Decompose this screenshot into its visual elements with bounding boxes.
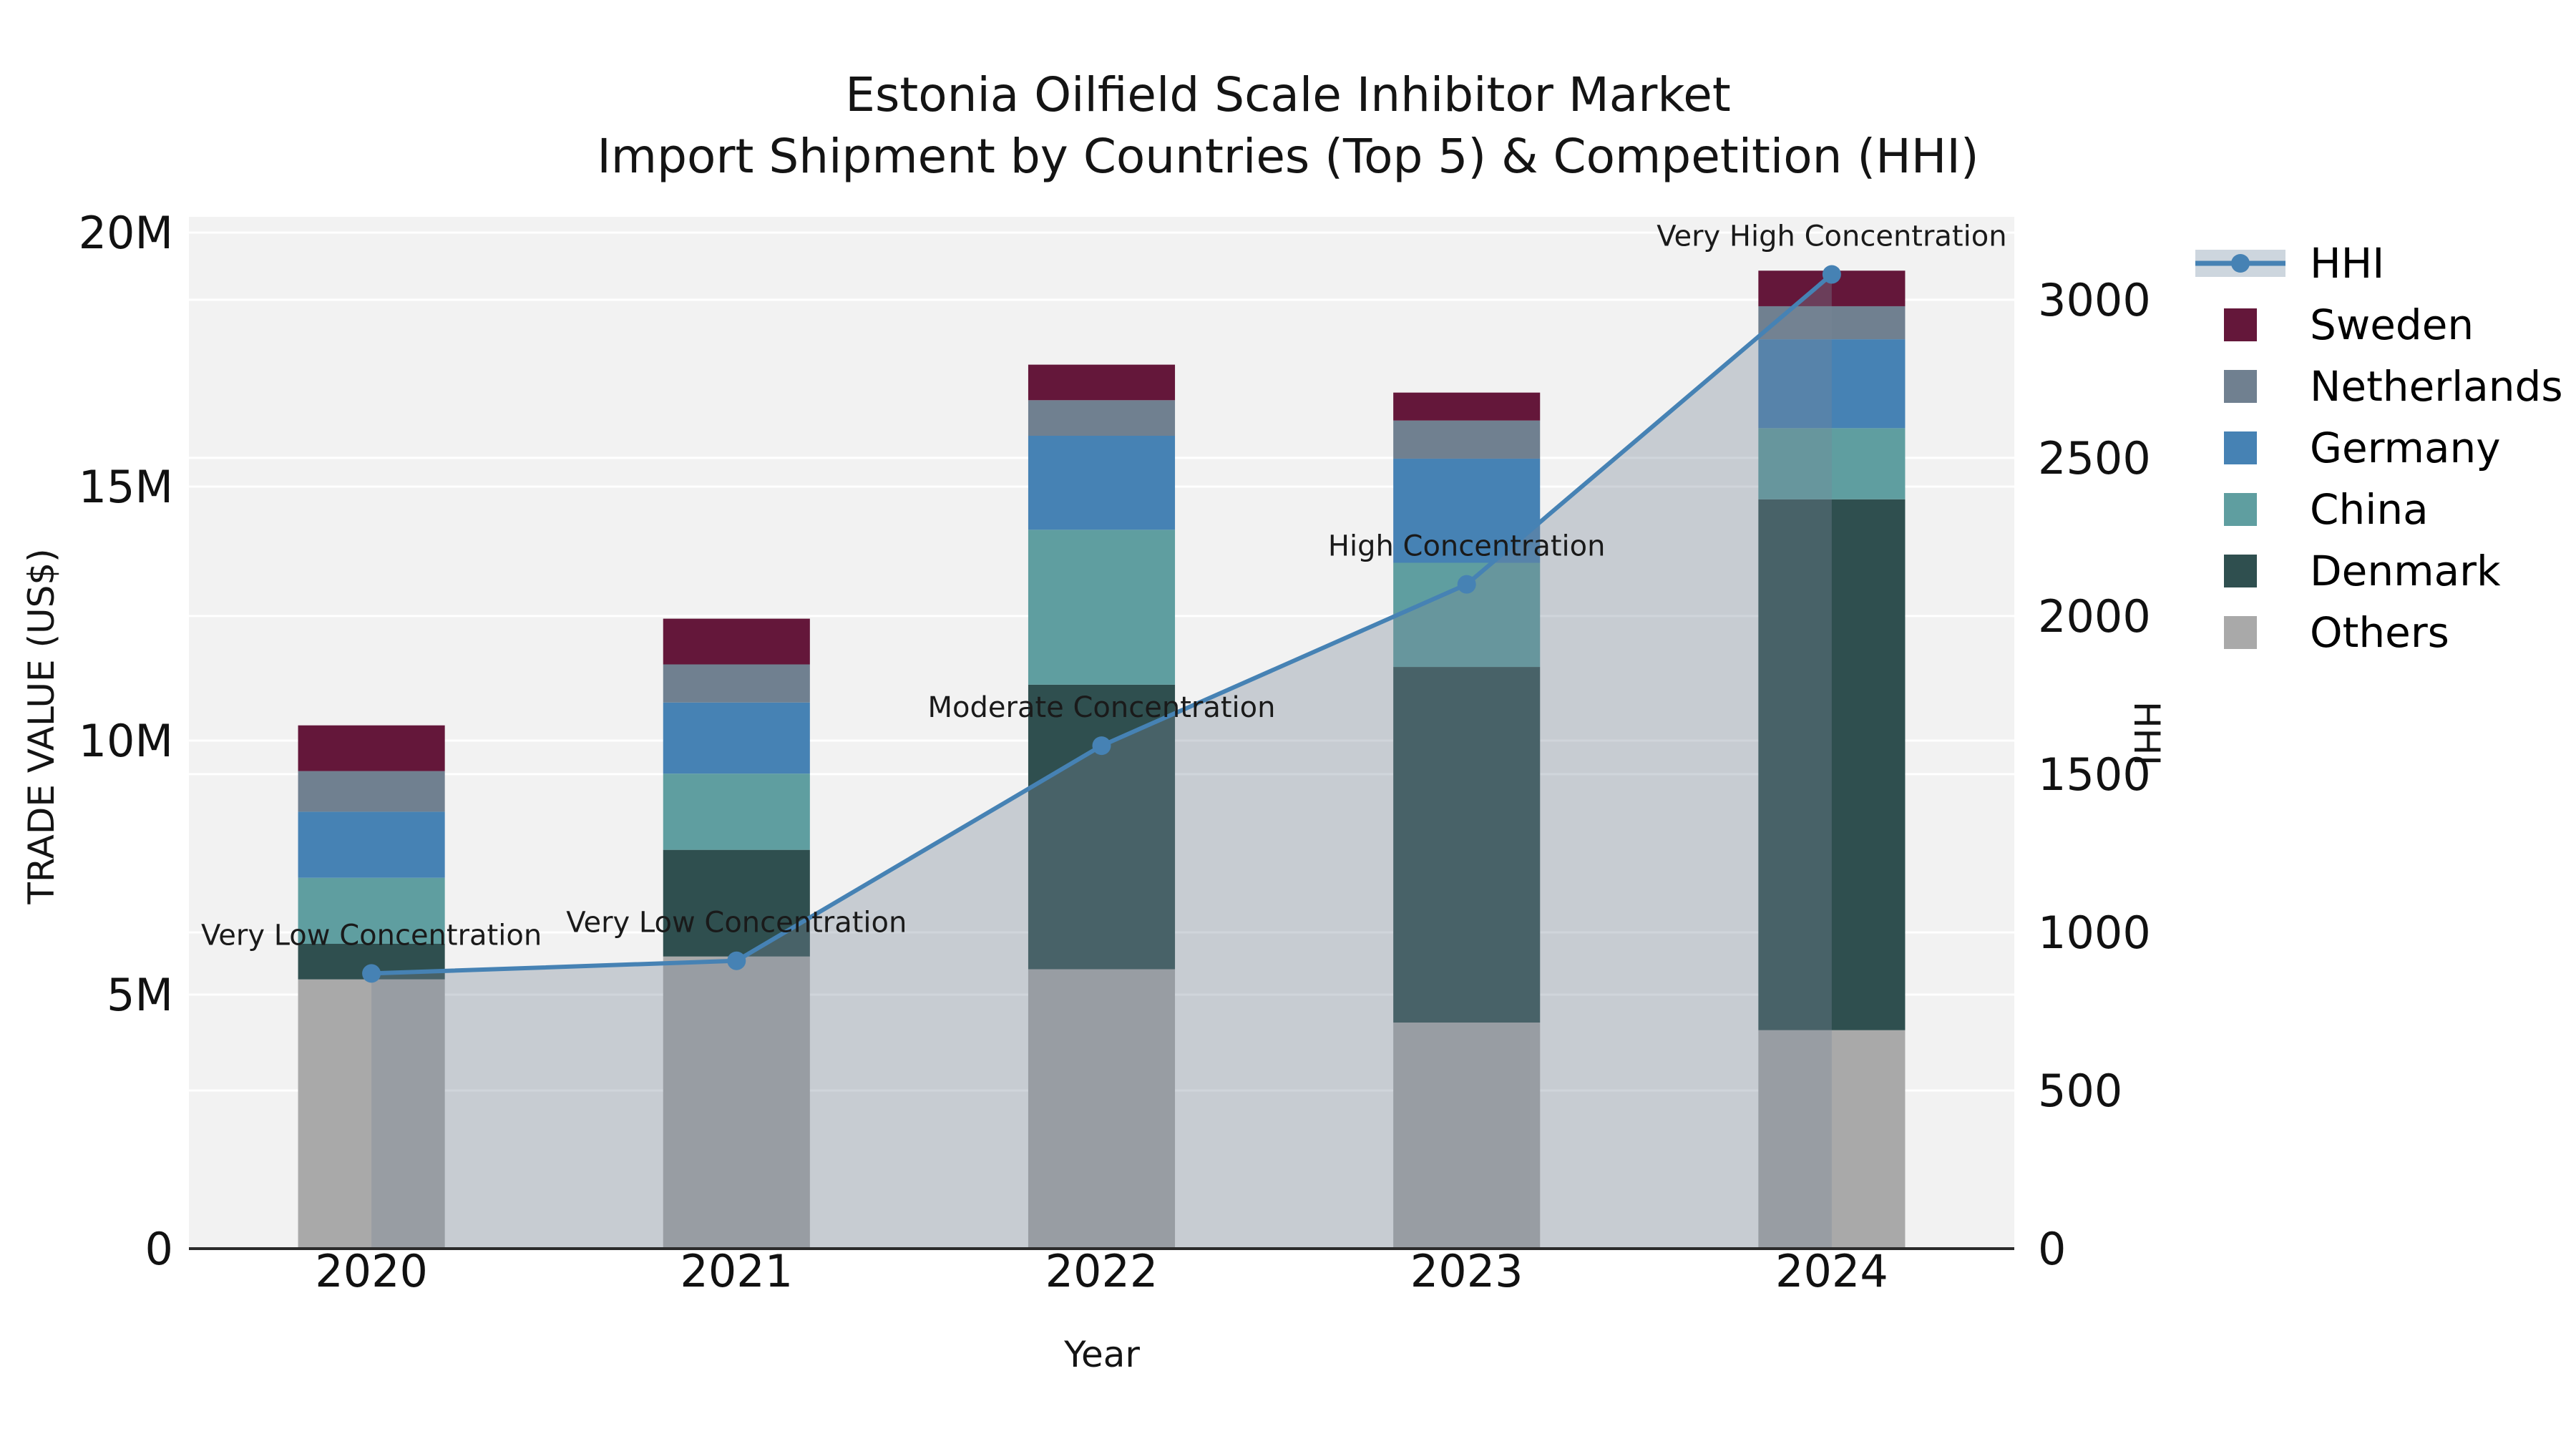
svg-text:0: 0 [145, 1223, 173, 1275]
bar-segment-others-2020 [298, 979, 445, 1249]
bar-segment-sweden-2021 [663, 618, 810, 665]
hhi-line-swatch [2195, 250, 2285, 277]
svg-text:2023: 2023 [1410, 1245, 1523, 1297]
hhi-marker-2020 [362, 964, 381, 983]
legend: HHI Sweden Netherlands Germany China Den [2187, 233, 2563, 663]
legend-item-netherlands: Netherlands [2187, 356, 2563, 417]
legend-item-label: China [2310, 485, 2429, 534]
legend-item-hhi: HHI [2187, 233, 2563, 294]
legend-item-label: Others [2310, 608, 2449, 657]
bar-segment-denmark-2022 [1028, 684, 1176, 970]
bar-segment-netherlands-2020 [298, 771, 445, 812]
svg-text:Very Low Concentration: Very Low Concentration [201, 919, 542, 952]
bar-segment-netherlands-2021 [663, 664, 810, 703]
svg-text:2500: 2500 [2038, 432, 2151, 484]
bar-segment-denmark-2023 [1393, 667, 1541, 1023]
bar-segment-sweden-2022 [1028, 364, 1176, 401]
bar-segment-china-2024 [1758, 428, 1906, 499]
bar-segment-germany-2022 [1028, 436, 1176, 530]
svg-text:0: 0 [2038, 1223, 2066, 1275]
legend-swatch-netherlands [2224, 370, 2257, 403]
bar-segment-germany-2024 [1758, 339, 1906, 429]
bar-segment-netherlands-2023 [1393, 420, 1541, 459]
hhi-marker-2022 [1092, 736, 1111, 756]
legend-item-label: Germany [2310, 424, 2501, 472]
svg-text:10M: 10M [79, 715, 173, 767]
hhi-area [371, 274, 1832, 1249]
legend-item-label: Sweden [2310, 301, 2474, 349]
bar-segment-denmark-2024 [1758, 499, 1906, 1030]
svg-text:2020: 2020 [315, 1245, 428, 1297]
svg-text:2022: 2022 [1045, 1245, 1158, 1297]
svg-text:Very High Concentration: Very High Concentration [1657, 220, 2006, 253]
bar-segment-netherlands-2024 [1758, 306, 1906, 340]
svg-text:Moderate Concentration: Moderate Concentration [928, 691, 1276, 724]
svg-text:3000: 3000 [2038, 274, 2151, 326]
bar-segment-netherlands-2022 [1028, 400, 1176, 436]
chart-title-line1: Estonia Oilfield Scale Inhibitor Market [845, 67, 1731, 122]
bar-segment-others-2021 [663, 956, 810, 1249]
bar-segment-others-2024 [1758, 1030, 1906, 1249]
legend-item-label: Netherlands [2310, 362, 2563, 411]
legend-item-denmark: Denmark [2187, 540, 2563, 602]
hhi-marker-icon [2231, 254, 2250, 273]
svg-text:2024: 2024 [1775, 1245, 1888, 1297]
legend-item-germany: Germany [2187, 417, 2563, 479]
x-axis-label: Year [1064, 1334, 1140, 1375]
svg-text:2000: 2000 [2038, 590, 2151, 643]
legend-item-others: Others [2187, 602, 2563, 663]
hhi-marker-2023 [1457, 575, 1476, 594]
legend-item-sweden: Sweden [2187, 294, 2563, 356]
legend-item-china: China [2187, 479, 2563, 540]
bar-segment-china-2021 [663, 774, 810, 850]
svg-text:1500: 1500 [2038, 748, 2151, 801]
bar-segment-china-2020 [298, 877, 445, 945]
bar-segment-denmark-2021 [663, 849, 810, 957]
legend-item-label: Denmark [2310, 547, 2501, 595]
legend-swatch-china [2224, 493, 2257, 526]
hhi-marker-2021 [727, 951, 746, 970]
svg-text:5M: 5M [107, 969, 173, 1021]
legend-swatch-germany [2224, 431, 2257, 464]
bar-segment-germany-2020 [298, 811, 445, 878]
bar-segment-others-2022 [1028, 969, 1176, 1249]
legend-swatch-others [2224, 616, 2257, 649]
chart-title: Estonia Oilfield Scale Inhibitor Market … [0, 64, 2576, 187]
svg-text:High Concentration: High Concentration [1328, 530, 1606, 563]
svg-text:20M: 20M [79, 207, 173, 259]
legend-swatch-sweden [2224, 308, 2257, 341]
bar-segment-sweden-2020 [298, 725, 445, 771]
svg-text:Very Low Concentration: Very Low Concentration [566, 907, 907, 940]
svg-text:500: 500 [2038, 1065, 2122, 1117]
bar-segment-germany-2021 [663, 702, 810, 774]
svg-text:2021: 2021 [680, 1245, 793, 1297]
hhi-marker-2024 [1822, 265, 1841, 284]
chart-title-line2: Import Shipment by Countries (Top 5) & C… [597, 129, 1979, 184]
bar-segment-china-2022 [1028, 530, 1176, 685]
bar-segment-others-2023 [1393, 1023, 1541, 1249]
legend-item-label: HHI [2310, 239, 2385, 288]
bar-segment-sweden-2023 [1393, 392, 1541, 421]
svg-text:1000: 1000 [2038, 907, 2151, 959]
svg-text:15M: 15M [79, 461, 173, 513]
legend-swatch-denmark [2224, 555, 2257, 587]
